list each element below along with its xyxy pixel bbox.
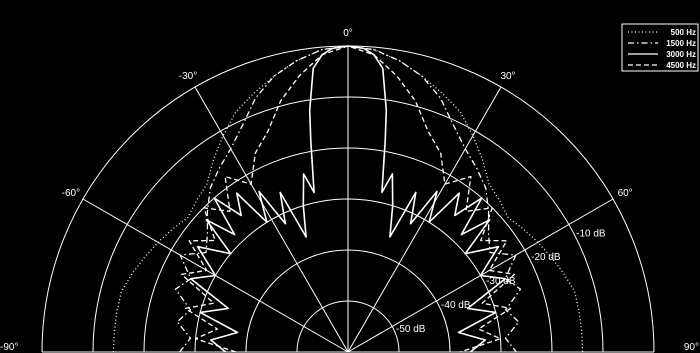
legend: 500 Hz 1500 Hz 3000 Hz 4500 Hz (621, 23, 699, 72)
grid-spoke (194, 86, 349, 353)
ring-db-label: -20 dB (531, 252, 561, 263)
ring-db-label: -30 dB (486, 276, 516, 287)
angle-tick-label: 60° (618, 188, 633, 199)
angle-tick-label: -60° (62, 188, 80, 199)
axis-labels: -90° -60° -30° 0° 30° 60° 90° -10 dB -20 dB -30 d… (0, 28, 699, 353)
grid-spoke (347, 86, 502, 353)
ring-db-label: -50 dB (396, 324, 426, 335)
angle-tick-label: 90° (684, 342, 699, 353)
legend-label: 1500 Hz (666, 39, 696, 48)
legend-label: 500 Hz (671, 28, 696, 37)
legend-label: 3000 Hz (666, 50, 696, 59)
angle-tick-label: 0° (343, 28, 353, 39)
angle-tick-label: -30° (179, 71, 197, 82)
legend-label: 4500 Hz (666, 61, 696, 70)
ring-db-label: -10 dB (576, 228, 606, 239)
series-group (112, 45, 584, 353)
legend-box (621, 23, 699, 72)
angle-tick-label: 30° (500, 71, 515, 82)
series-line-0 (112, 45, 584, 353)
series-line-3 (180, 45, 516, 353)
ring-db-label: -40 dB (441, 300, 471, 311)
angle-tick-label: -90° (0, 342, 18, 353)
polar-grid (41, 45, 655, 353)
